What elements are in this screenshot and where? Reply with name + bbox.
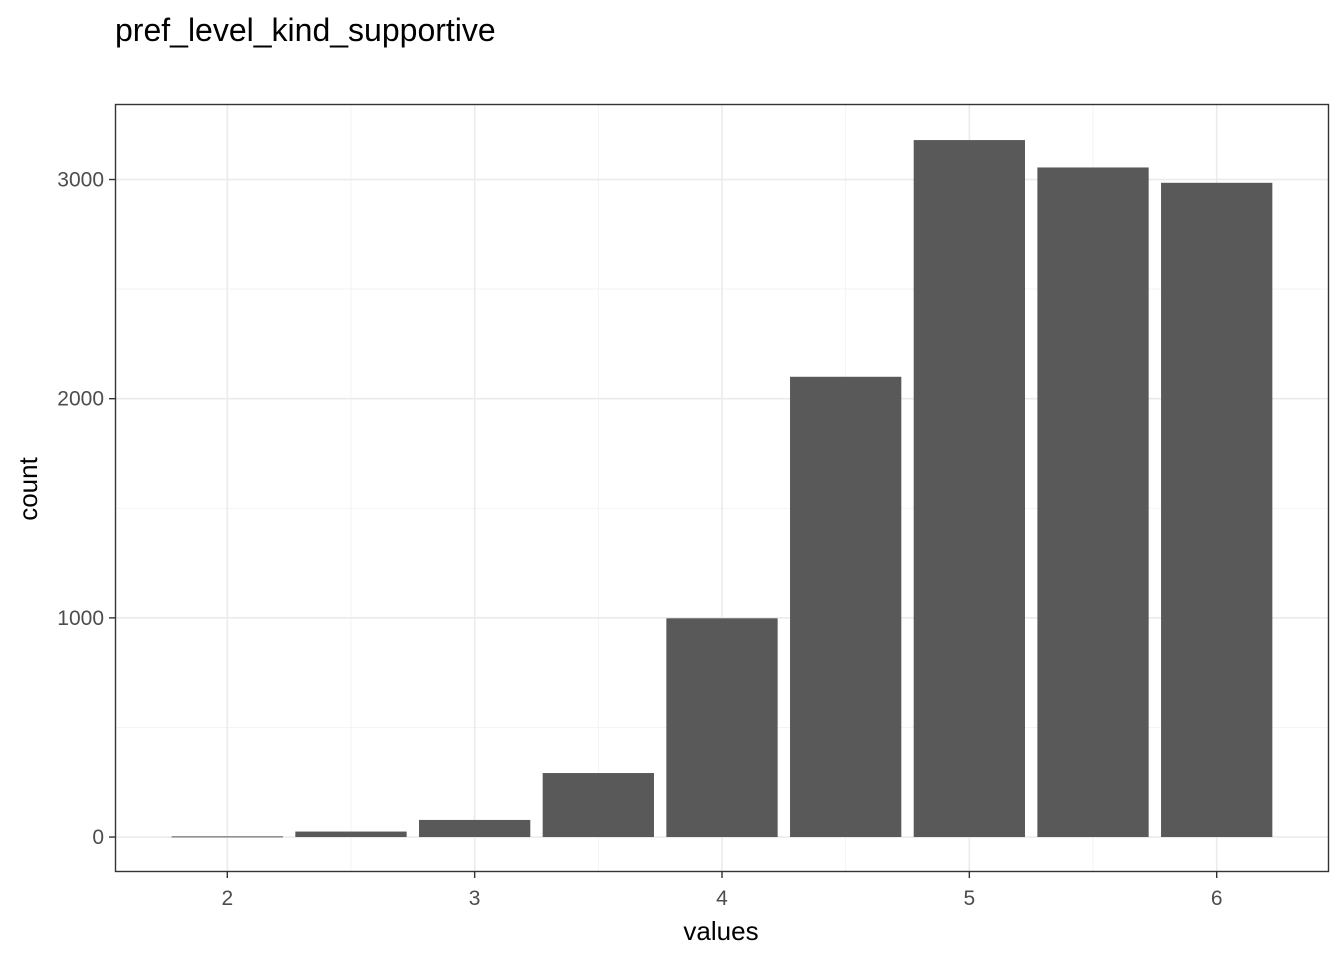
x-tick-label: 2 <box>221 887 233 910</box>
chart-title: pref_level_kind_supportive <box>115 12 496 48</box>
y-tick-label: 3000 <box>57 169 104 192</box>
y-tick-label: 0 <box>92 826 104 849</box>
y-tick-label: 2000 <box>57 388 104 411</box>
bar <box>790 376 902 838</box>
x-tick-label: 5 <box>964 887 976 910</box>
y-axis-title: count <box>13 456 43 520</box>
bar <box>913 140 1025 838</box>
x-axis: 2 3 4 5 6 <box>221 871 1223 910</box>
x-axis-title: values <box>683 916 758 946</box>
x-tick-label: 6 <box>1211 887 1223 910</box>
bar <box>542 773 654 838</box>
bar <box>666 618 778 838</box>
bars <box>171 140 1273 838</box>
bar <box>295 831 407 838</box>
bar <box>1037 167 1149 838</box>
bar <box>419 819 531 838</box>
y-tick-label: 1000 <box>57 607 104 630</box>
x-tick-label: 3 <box>469 887 481 910</box>
y-axis: 0 1000 2000 3000 <box>57 169 116 849</box>
bar <box>171 836 283 838</box>
x-tick-label: 4 <box>716 887 728 910</box>
bar <box>1161 182 1273 838</box>
